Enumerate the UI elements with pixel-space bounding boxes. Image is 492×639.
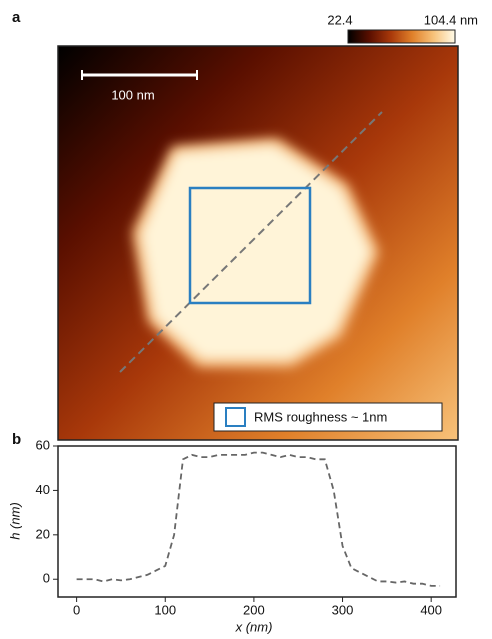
afm-image [58, 46, 458, 440]
x-tick-label: 300 [332, 602, 354, 617]
y-tick-label: 20 [36, 526, 50, 541]
figure: a b 100 nm RMS roughness ~ 1nm x (nm) h … [0, 0, 492, 639]
x-axis-label: x (nm) [235, 619, 273, 634]
colorbar-tick-label: 22.4 [327, 12, 352, 27]
scale-bar-label: 100 nm [111, 87, 154, 102]
x-tick-label: 200 [243, 602, 265, 617]
y-tick-label: 60 [36, 437, 50, 452]
colorbar-tick-label: 104.4 nm [424, 12, 478, 27]
x-tick-label: 0 [73, 602, 80, 617]
panel-label: b [12, 431, 21, 448]
profile-line [77, 453, 440, 586]
colorbar [348, 30, 455, 43]
y-axis-label: h (nm) [7, 502, 22, 540]
page: a b 100 nm RMS roughness ~ 1nm x (nm) h … [0, 0, 492, 639]
y-tick-label: 40 [36, 482, 50, 497]
panel-label: a [12, 9, 21, 26]
x-tick-label: 400 [420, 602, 442, 617]
y-tick-label: 0 [43, 571, 50, 586]
x-tick-label: 100 [154, 602, 176, 617]
legend-label: RMS roughness ~ 1nm [254, 409, 387, 424]
plot-frame [58, 446, 456, 597]
